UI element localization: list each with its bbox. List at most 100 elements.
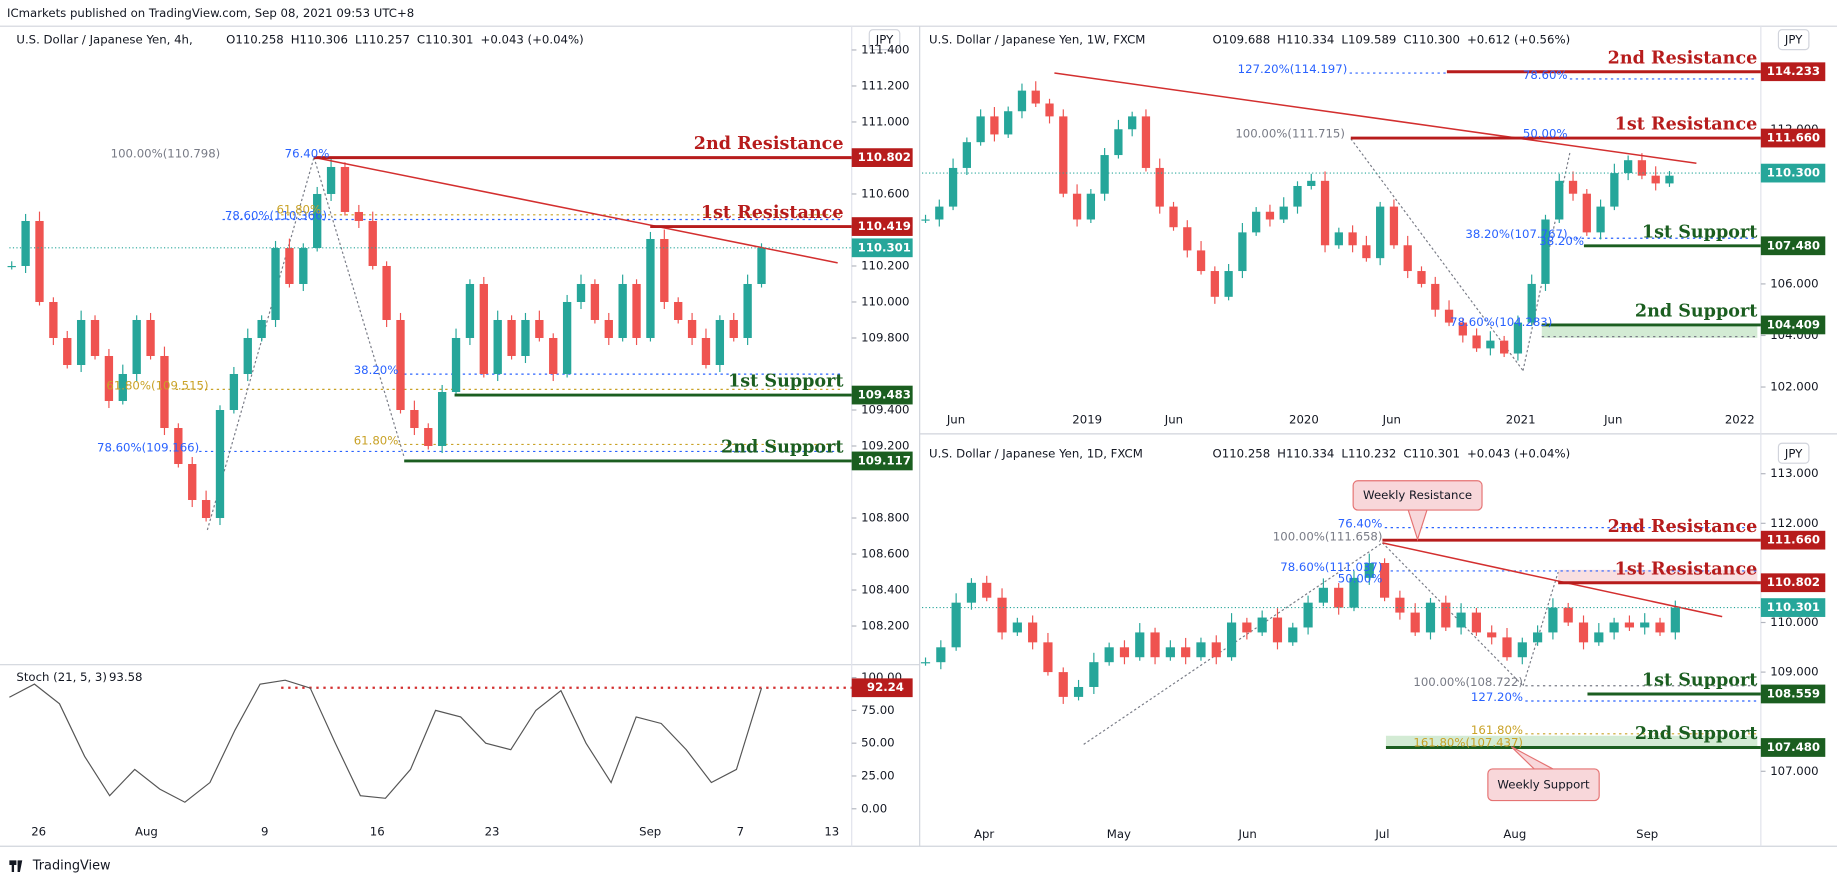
candle bbox=[1257, 617, 1267, 633]
candle bbox=[1444, 309, 1454, 323]
x-tick-label: 2020 bbox=[1289, 412, 1319, 426]
y-tick-label: 111.000 bbox=[861, 114, 909, 128]
candle bbox=[1364, 562, 1374, 578]
candle bbox=[1410, 612, 1420, 633]
candle bbox=[465, 283, 475, 338]
y-tick-label: 112.000 bbox=[1770, 516, 1818, 530]
x-tick-label: Jun bbox=[1164, 412, 1183, 426]
candle bbox=[1349, 577, 1359, 608]
price-badge-label: 110.802 bbox=[1767, 575, 1820, 589]
currency-badge bbox=[1777, 29, 1810, 51]
currency: JPY bbox=[875, 33, 894, 47]
symbol-title: U.S. Dollar / Japanese Yen, 4h, bbox=[16, 33, 192, 47]
candle bbox=[1279, 206, 1288, 220]
candle bbox=[1181, 647, 1191, 658]
price-badge-label: 110.301 bbox=[858, 240, 911, 254]
candle bbox=[1155, 167, 1164, 207]
candle bbox=[715, 319, 725, 365]
candle bbox=[507, 319, 516, 356]
candle bbox=[966, 582, 977, 603]
ohlc-value: H110.334 bbox=[1277, 33, 1334, 47]
candle bbox=[1100, 155, 1109, 194]
candle bbox=[1582, 193, 1591, 233]
candle bbox=[299, 247, 308, 284]
candle bbox=[1004, 111, 1013, 135]
fib-label: 161.80% bbox=[1471, 723, 1523, 737]
price-badge bbox=[1760, 598, 1826, 617]
candle bbox=[590, 283, 600, 320]
level-name: 2nd Resistance bbox=[694, 134, 844, 154]
fib-label: 38.20% bbox=[354, 363, 399, 377]
candle bbox=[1563, 607, 1573, 623]
candle bbox=[1441, 602, 1451, 628]
trendline bbox=[1054, 72, 1697, 165]
y-tick-label: 110.000 bbox=[1770, 615, 1818, 629]
candle bbox=[1165, 647, 1175, 658]
candle bbox=[1362, 245, 1371, 259]
candle bbox=[285, 247, 294, 284]
level-name: 1st Resistance bbox=[1615, 115, 1758, 135]
candle bbox=[562, 301, 572, 374]
price-badge bbox=[851, 451, 913, 471]
candle bbox=[990, 116, 999, 135]
candle bbox=[1610, 173, 1619, 207]
candle bbox=[49, 301, 58, 338]
candle bbox=[976, 116, 985, 143]
level-name: 2nd Resistance bbox=[1608, 48, 1758, 68]
candle bbox=[1456, 612, 1466, 628]
level-name: 1st Support bbox=[728, 372, 844, 392]
price-badge bbox=[1760, 573, 1826, 593]
x-tick-label: Jun bbox=[1382, 412, 1401, 426]
y-tick-label: 110.600 bbox=[861, 186, 909, 200]
y-tick-label: 109.400 bbox=[861, 402, 909, 416]
price-badge bbox=[851, 678, 913, 698]
candle bbox=[632, 283, 641, 338]
candle bbox=[313, 193, 322, 248]
callout-label: Weekly Support bbox=[1497, 777, 1590, 791]
fib-label: 38.20% bbox=[1539, 234, 1584, 248]
x-tick-label: Jul bbox=[1374, 827, 1389, 841]
candle bbox=[1500, 340, 1509, 354]
change: +0.043 (+0.04%) bbox=[481, 33, 584, 47]
fib-label: 127.20% bbox=[1471, 690, 1523, 704]
x-tick-label: 2019 bbox=[1072, 412, 1102, 426]
price-badge-label: 92.24 bbox=[867, 680, 904, 694]
price-badge-label: 109.483 bbox=[858, 388, 911, 402]
y-tick-label: 108.600 bbox=[861, 547, 909, 561]
header: ICmarkets published on TradingView.com, … bbox=[7, 6, 414, 20]
y-tick-label: 109.000 bbox=[1770, 665, 1818, 679]
candle bbox=[201, 500, 211, 519]
candle bbox=[1609, 622, 1619, 633]
price-badge bbox=[1760, 236, 1826, 256]
price-badge-label: 110.802 bbox=[858, 150, 911, 164]
candle bbox=[549, 337, 558, 374]
candle bbox=[188, 464, 197, 501]
zone bbox=[1385, 735, 1758, 748]
price-badge-label: 111.660 bbox=[1767, 131, 1820, 145]
fib-label: 78.60%(110.366) bbox=[225, 208, 327, 222]
fib-connector bbox=[1382, 542, 1524, 687]
candle bbox=[437, 391, 447, 447]
y-tick-label: 110.000 bbox=[861, 294, 909, 308]
candle bbox=[576, 283, 586, 302]
y-tick-label: 108.800 bbox=[861, 511, 909, 525]
candle bbox=[1651, 175, 1660, 184]
y-tick-label: 109.800 bbox=[861, 330, 909, 344]
price-badge bbox=[1760, 530, 1826, 550]
logo bbox=[9, 860, 23, 873]
y-tick-label: 108.400 bbox=[861, 583, 909, 597]
fib-connector bbox=[1522, 571, 1559, 686]
candle bbox=[1012, 622, 1022, 633]
candle bbox=[1389, 206, 1399, 246]
ohlc-value: O109.688 bbox=[1213, 33, 1271, 47]
price-badge bbox=[1760, 128, 1826, 148]
y-tick-label: 111.400 bbox=[861, 42, 909, 56]
fib-label: 61.80% bbox=[276, 203, 321, 217]
fib-connector bbox=[1350, 138, 1524, 371]
price-badge bbox=[1760, 738, 1826, 757]
candle bbox=[1472, 335, 1481, 349]
y-tick-label: 102.000 bbox=[1770, 380, 1818, 394]
ohlc-value: L109.589 bbox=[1341, 33, 1396, 47]
price-badge bbox=[851, 238, 913, 258]
candle bbox=[951, 602, 961, 648]
